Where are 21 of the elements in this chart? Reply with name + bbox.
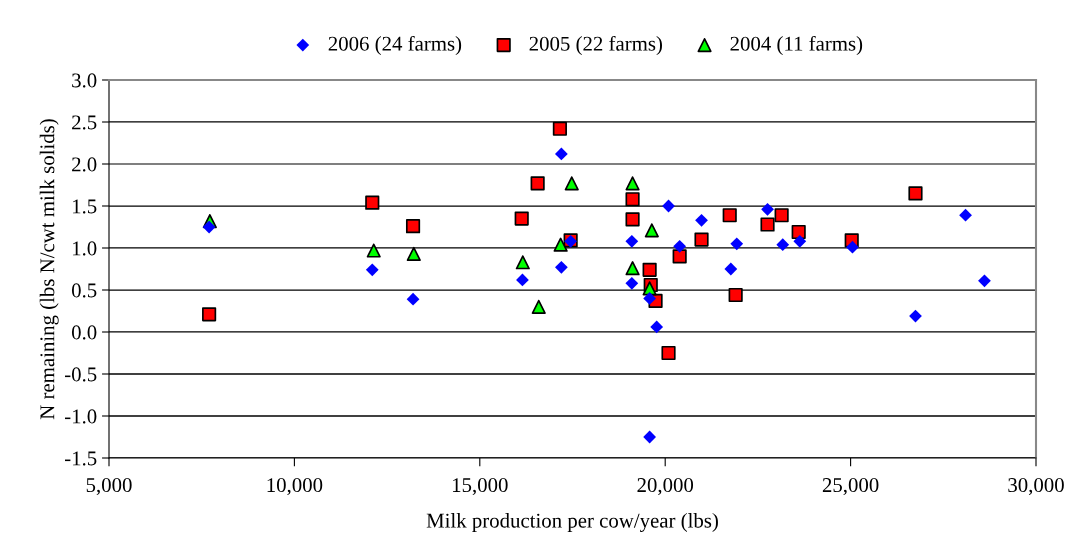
y-tick-label: 1.0 (72, 241, 97, 256)
x-tick-label: 25,000 (822, 478, 879, 496)
y-tick-label: 0.5 (71, 283, 97, 298)
y-tick-label: 0.0 (71, 325, 97, 340)
y-tick-label: 1.5 (72, 199, 97, 214)
y-tick-label: -1.5 (64, 451, 97, 466)
x-axis-title: Milk production per cow/year (lbs) (426, 513, 718, 532)
x-tick-label: 15,000 (452, 478, 508, 496)
legend-label: 2004 (11 farms) (730, 35, 863, 55)
y-tick-label: 2.5 (72, 115, 97, 130)
y-tick-label: -0.5 (64, 367, 97, 382)
y-tick-label: -1.0 (64, 409, 97, 424)
legend-label: 2005 (22 farms) (529, 35, 663, 55)
y-tick-label: 2.0 (72, 157, 97, 172)
x-tick-label: 20,000 (637, 478, 694, 496)
x-tick-label: 5,000 (86, 478, 132, 496)
y-tick-label: 3.0 (72, 73, 97, 88)
x-tick-label: 10,000 (267, 478, 323, 496)
x-tick-label: 30,000 (1008, 478, 1064, 496)
y-axis-title: N remaining (lbs N/cwt milk solids) (39, 119, 59, 420)
legend-label: 2006 (24 farms) (328, 35, 462, 55)
